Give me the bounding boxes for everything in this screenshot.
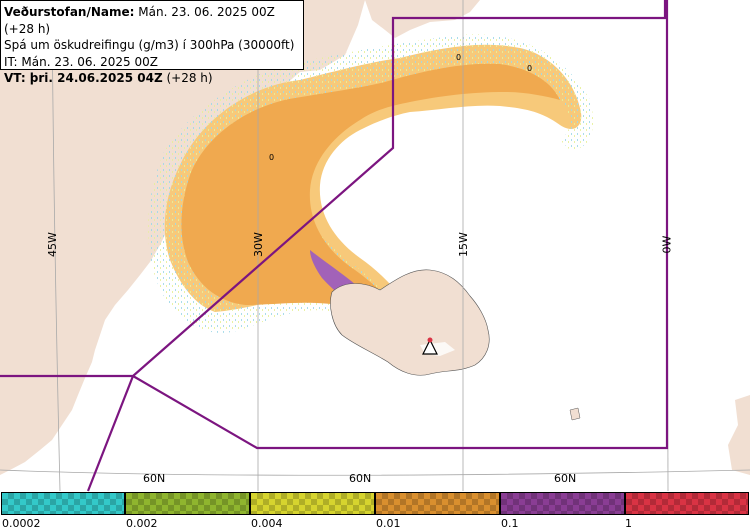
legend-tick-4: 0.01 xyxy=(376,517,401,530)
greenland-land xyxy=(0,0,365,475)
legend-swatch-6 xyxy=(625,492,749,515)
info-name-value: Mán. 23. 06. 2025 00Z (+28 h) xyxy=(4,5,275,36)
legend-tick-3: 0.004 xyxy=(251,517,283,530)
ash-cloud-high xyxy=(310,250,425,338)
info-vt-value: (+28 h) xyxy=(166,71,213,85)
legend-tick-6: 1 xyxy=(625,517,632,530)
lon-label-45w: 45W xyxy=(45,232,59,257)
lat-label-60n-1: 60N xyxy=(143,472,166,485)
contour-label-3: 0 xyxy=(527,64,533,73)
info-name-label: Veðurstofan/Name: xyxy=(4,5,135,19)
legend-swatch-3 xyxy=(250,492,375,515)
contour-label-2: 0 xyxy=(456,53,462,62)
info-line-3: IT: Mán. 23. 06. 2025 00Z xyxy=(4,54,158,69)
fir-boundary xyxy=(0,0,669,492)
legend-tick-5: 0.1 xyxy=(501,517,519,530)
info-line-2: Spá um öskudreifingu (g/m3) í 300hPa (30… xyxy=(4,38,295,52)
legend-tick-1: 0.0002 xyxy=(2,517,41,530)
lat-label-60n-3: 60N xyxy=(554,472,577,485)
lon-label-30w: 30W xyxy=(251,232,265,257)
volcano-marker[interactable] xyxy=(422,337,438,355)
norway-land xyxy=(728,395,750,475)
lat-label-60n-2: 60N xyxy=(349,472,372,485)
ash-cloud-medium xyxy=(181,63,561,336)
legend-swatch-4 xyxy=(375,492,500,515)
forecast-info-box: Veðurstofan/Name: Mán. 23. 06. 2025 00Z … xyxy=(0,0,304,85)
legend-swatch-2 xyxy=(125,492,250,515)
lon-label-0w: 0W xyxy=(660,235,674,254)
info-line-4: VT: þri. 24.06.2025 04Z (+28 h) xyxy=(4,70,303,87)
legend-swatch-5 xyxy=(500,492,625,515)
contour-label-1: 0 xyxy=(269,153,275,162)
info-line-1: Veðurstofan/Name: Mán. 23. 06. 2025 00Z … xyxy=(4,4,303,37)
faroe-islands xyxy=(569,407,581,421)
lon-label-15w: 15W xyxy=(456,232,470,257)
legend-swatch-1 xyxy=(1,492,125,515)
info-vt-label: VT: þri. 24.06.2025 04Z xyxy=(4,71,163,85)
legend-tick-2: 0.002 xyxy=(126,517,158,530)
concentration-legend xyxy=(0,491,750,532)
